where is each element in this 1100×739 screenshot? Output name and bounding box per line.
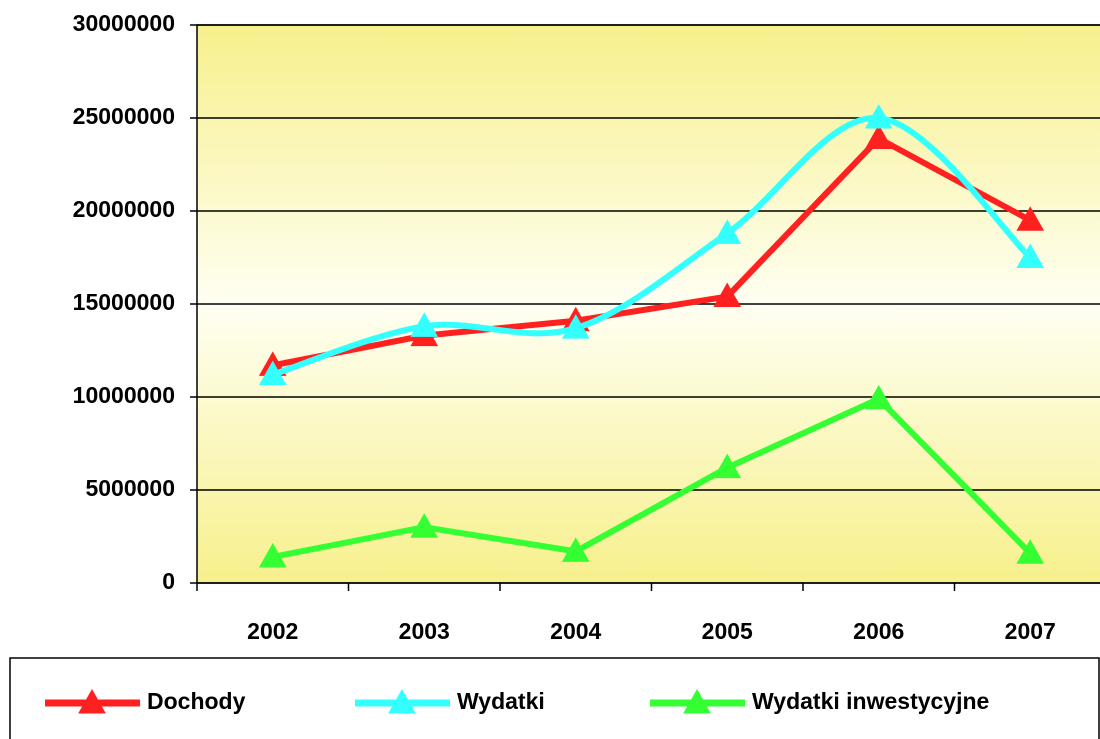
marker [1016, 206, 1045, 231]
x-tick-label: 2006 [853, 618, 904, 644]
marker [1016, 539, 1045, 564]
y-tick-label: 10000000 [73, 382, 175, 408]
y-tick-label: 20000000 [73, 196, 175, 222]
legend-marker [683, 688, 711, 714]
marker [713, 282, 742, 308]
marker [864, 384, 893, 410]
legend-box [9, 657, 1100, 739]
y-tick-label: 0 [162, 568, 175, 594]
legend-label: Wydatki [457, 688, 545, 714]
marker [410, 513, 439, 538]
marker [561, 537, 590, 562]
marker [864, 124, 893, 149]
legend-marker [78, 688, 106, 714]
x-tick-label: 2003 [399, 618, 450, 644]
marker [410, 312, 439, 337]
y-tick-label: 5000000 [85, 475, 175, 501]
series-line [272, 395, 1033, 560]
x-tick-label: 2002 [247, 618, 298, 644]
marker [258, 542, 287, 568]
marker [561, 314, 590, 339]
marker [1016, 243, 1045, 268]
series-line [272, 135, 1032, 369]
x-tick-label: 2004 [550, 618, 601, 644]
legend-marker [388, 688, 416, 714]
x-tick-label: 2007 [1005, 618, 1056, 644]
legend-label: Wydatki inwestycyjne [752, 688, 989, 714]
y-tick-label: 15000000 [73, 289, 175, 315]
y-tick-label: 30000000 [73, 10, 175, 36]
y-tick-label: 25000000 [73, 103, 175, 129]
marker [713, 453, 742, 479]
marker [713, 219, 742, 244]
marker [258, 360, 287, 386]
marker [864, 103, 893, 129]
legend-label: Dochody [147, 688, 246, 714]
x-tick-label: 2005 [702, 618, 753, 644]
